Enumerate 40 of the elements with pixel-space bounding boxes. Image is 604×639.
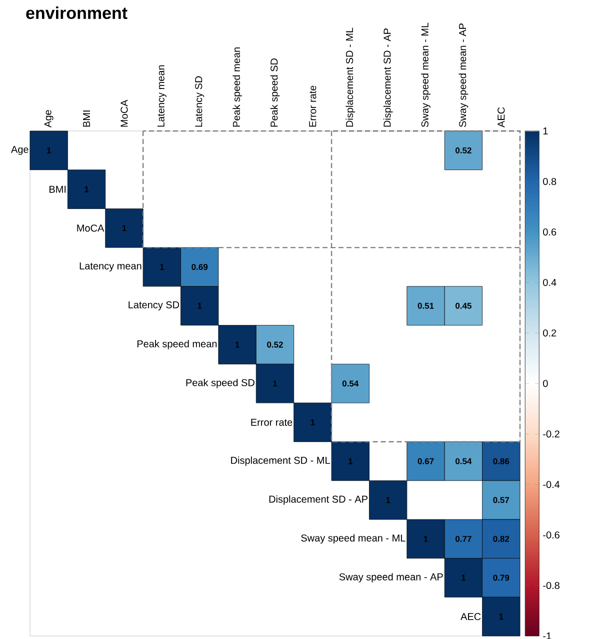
data-label: 1: [122, 225, 126, 232]
data-label: 1: [160, 264, 164, 270]
color-bar-label: 0: [543, 380, 548, 388]
color-bar-label: 0.4: [543, 278, 556, 286]
data-label: 1: [273, 380, 278, 386]
data-label: 1: [84, 186, 89, 192]
data-label: 1: [235, 342, 240, 348]
color-bar-label: 1: [543, 128, 548, 134]
data-label: 0.82: [493, 536, 510, 542]
data-label: 0.57: [493, 497, 510, 504]
color-bar-label: -0.4: [543, 480, 560, 488]
data-label: 0.54: [342, 380, 359, 387]
data-label: 1: [424, 536, 428, 542]
data-label: 0.52: [456, 147, 472, 154]
data-label: 0.69: [192, 264, 208, 270]
data-label: 0.77: [456, 536, 472, 542]
data-label: 1: [462, 574, 466, 581]
data-label: 0.45: [456, 302, 472, 309]
x-tick-label: Age: [44, 110, 54, 128]
data-label: 1: [499, 614, 504, 620]
data-label: 1: [198, 302, 202, 309]
chart-title: environment: [26, 6, 128, 20]
data-label: 0.86: [493, 458, 510, 464]
data-label: 0.51: [418, 302, 434, 309]
data-label: 1: [348, 458, 353, 464]
color-bar-label: -1: [543, 632, 552, 639]
x-tick-label: AEC: [498, 107, 505, 128]
data-label: 0.52: [267, 342, 283, 348]
color-bar-label: -0.2: [543, 430, 560, 438]
color-bar-label: -0.8: [543, 582, 560, 590]
color-bar-label: 0.6: [543, 228, 556, 236]
data-label: 1: [47, 148, 51, 154]
data-label: 0.54: [456, 458, 472, 464]
color-bar-label: 0.2: [543, 329, 556, 337]
color-bar-label: 0.8: [543, 178, 556, 186]
data-label: 1: [386, 497, 390, 503]
color-bar-label: -0.6: [543, 531, 560, 539]
data-label: 1: [310, 419, 315, 426]
data-label: 0.79: [493, 574, 510, 581]
data-label: 0.67: [418, 458, 434, 464]
